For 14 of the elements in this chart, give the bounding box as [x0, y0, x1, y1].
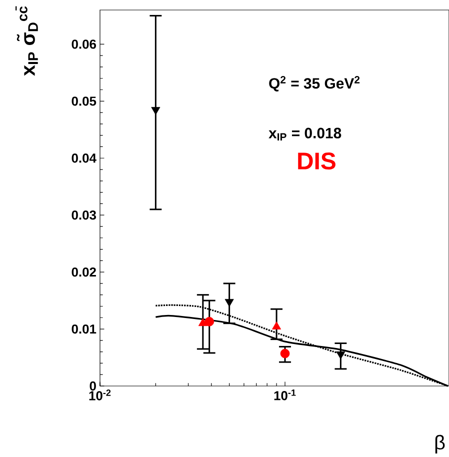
- y-axis-title: x$_{IP}$ σ̃$_{D}$cc̄: [15, 6, 38, 76]
- y-tick-label: 0.06: [72, 40, 96, 49]
- y-tick-label: 0.05: [72, 96, 96, 106]
- y-tick-label: 0.04: [72, 154, 96, 163]
- y-tick-label: 0.02: [72, 267, 96, 277]
- x-tick-label: 10$^{-2}$: [89, 390, 110, 400]
- annotation: x$_{IP}$ = 0.018: [268, 128, 342, 140]
- annotation: DIS: [298, 152, 336, 170]
- x-tick-label: 10$^{-1}$: [274, 390, 296, 400]
- y-tick-label: 0.01: [72, 324, 96, 334]
- y-tick-label: 0: [90, 381, 96, 391]
- y-tick-label: 0.03: [72, 210, 96, 220]
- x-axis-title: β: [435, 434, 445, 454]
- annotation: Q$^{2}$ = 35 GeV$^{2}$: [268, 76, 360, 92]
